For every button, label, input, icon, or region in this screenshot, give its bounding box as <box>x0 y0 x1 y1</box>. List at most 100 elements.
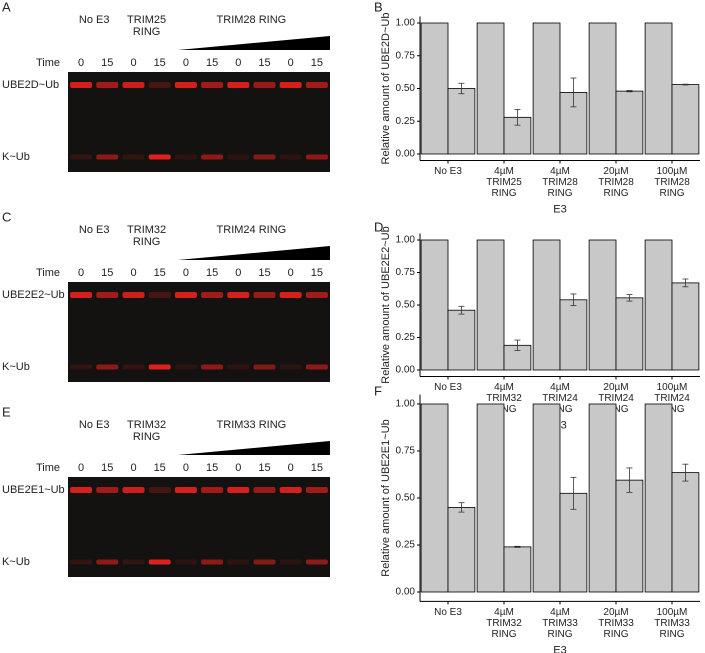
time-value: 15 <box>154 57 166 69</box>
error-bar <box>458 305 465 315</box>
band-label: K~Ub <box>2 151 30 163</box>
bar <box>420 239 449 371</box>
band <box>174 364 197 370</box>
time-value: 0 <box>235 57 241 69</box>
bar <box>644 22 673 155</box>
band <box>148 292 171 298</box>
x-tick-label: RING <box>604 629 629 640</box>
y-tick-label: 0.75 <box>396 446 416 457</box>
band <box>174 154 197 160</box>
lane-header: TRIM32 <box>127 224 166 236</box>
bar <box>559 299 588 371</box>
lane-header: No E3 <box>79 14 110 26</box>
y-tick-label: 1.00 <box>396 235 416 246</box>
bar <box>615 90 644 155</box>
time-value: 15 <box>311 462 323 474</box>
x-tick-label: No E3 <box>434 607 462 618</box>
band <box>70 364 93 370</box>
time-value: 15 <box>154 462 166 474</box>
band <box>201 364 224 370</box>
error-bar <box>458 82 465 95</box>
lane-header: TRIM33 RING <box>217 419 287 431</box>
bar <box>476 22 505 155</box>
band <box>253 487 276 493</box>
time-label: Time <box>36 267 60 279</box>
time-value: 0 <box>288 57 294 69</box>
x-tick-label: 100µM <box>657 607 688 618</box>
y-tick-label: 1.00 <box>396 18 416 29</box>
y-tick-label: 0.25 <box>396 332 416 343</box>
time-value: 0 <box>288 462 294 474</box>
time-value: 15 <box>258 267 270 279</box>
band-label: K~Ub <box>2 556 30 568</box>
lane-header: TRIM32 <box>127 419 166 431</box>
y-tick-label: 0.75 <box>396 267 416 278</box>
bar <box>559 492 588 593</box>
bar <box>671 282 700 371</box>
band <box>174 487 197 493</box>
band <box>279 82 302 88</box>
x-tick-label: 20µM <box>603 166 628 177</box>
x-tick-label: 100µM <box>657 382 688 393</box>
time-value: 15 <box>311 57 323 69</box>
time-value: 15 <box>258 462 270 474</box>
time-value: 15 <box>311 267 323 279</box>
band <box>279 364 302 370</box>
band <box>70 292 93 298</box>
time-value: 0 <box>235 267 241 279</box>
time-value: 0 <box>183 267 189 279</box>
band <box>174 292 197 298</box>
y-tick-label: 0.50 <box>396 300 416 311</box>
titration-wedge <box>177 246 330 260</box>
time-value: 0 <box>78 462 84 474</box>
band <box>122 292 145 298</box>
time-value: 15 <box>206 462 218 474</box>
band-label: UBE2E2~Ub <box>2 289 65 301</box>
panel-label: A <box>2 0 11 14</box>
band <box>174 82 197 88</box>
bar <box>420 22 449 155</box>
band <box>122 154 145 160</box>
time-value: 0 <box>130 267 136 279</box>
bar <box>588 239 617 371</box>
band <box>201 487 224 493</box>
y-tick-label: 0.50 <box>396 83 416 94</box>
panel-label: C <box>2 209 11 224</box>
time-value: 15 <box>101 267 113 279</box>
band <box>96 487 119 493</box>
lane-header: RING <box>133 26 161 38</box>
bar <box>476 403 505 593</box>
x-tick-label: 4µM <box>550 607 570 618</box>
bar <box>476 239 505 371</box>
x-tick-label: TRIM24 <box>542 393 578 404</box>
band <box>227 82 250 88</box>
band <box>201 82 224 88</box>
band <box>70 154 93 160</box>
y-tick-label: 0.25 <box>396 116 416 127</box>
time-value: 0 <box>183 57 189 69</box>
time-value: 0 <box>78 267 84 279</box>
error-bar <box>626 294 633 302</box>
y-tick-label: 0.00 <box>396 365 416 376</box>
x-tick-label: RING <box>660 629 685 640</box>
band <box>96 364 119 370</box>
error-bar <box>514 545 521 548</box>
band <box>253 154 276 160</box>
band <box>305 82 328 88</box>
bar <box>671 84 700 155</box>
band <box>96 559 119 565</box>
error-bar <box>514 109 521 126</box>
x-tick-label: TRIM24 <box>654 393 690 404</box>
band <box>148 364 171 370</box>
lane-header: TRIM25 <box>127 14 166 26</box>
band <box>227 559 250 565</box>
error-bar <box>570 77 577 108</box>
bar <box>532 403 561 593</box>
bar <box>532 239 561 371</box>
band <box>148 487 171 493</box>
time-value: 15 <box>101 462 113 474</box>
band <box>305 559 328 565</box>
error-bar <box>514 339 521 351</box>
x-tick-label: No E3 <box>434 382 462 393</box>
band <box>201 559 224 565</box>
